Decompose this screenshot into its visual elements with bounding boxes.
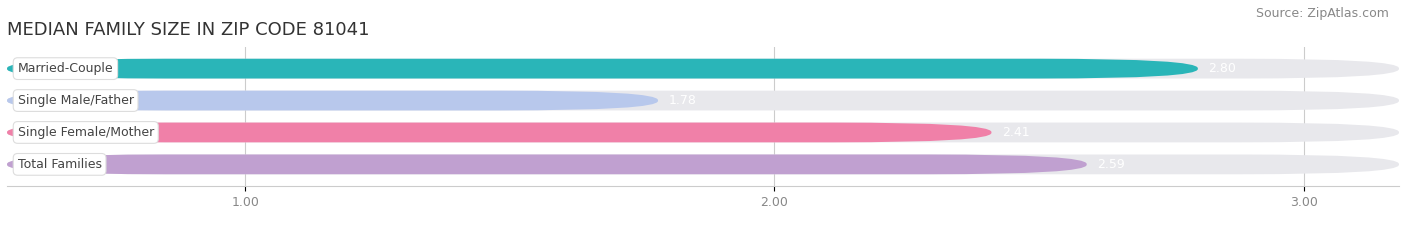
FancyBboxPatch shape [7,91,1399,110]
Text: Source: ZipAtlas.com: Source: ZipAtlas.com [1256,7,1389,20]
FancyBboxPatch shape [7,59,1399,79]
Text: Single Female/Mother: Single Female/Mother [18,126,153,139]
Text: Single Male/Father: Single Male/Father [18,94,134,107]
FancyBboxPatch shape [7,123,991,142]
Text: 2.59: 2.59 [1097,158,1125,171]
Text: 1.78: 1.78 [669,94,696,107]
FancyBboxPatch shape [7,91,658,110]
FancyBboxPatch shape [7,154,1087,174]
Text: 2.41: 2.41 [1002,126,1029,139]
Text: MEDIAN FAMILY SIZE IN ZIP CODE 81041: MEDIAN FAMILY SIZE IN ZIP CODE 81041 [7,21,370,39]
FancyBboxPatch shape [7,123,1399,142]
FancyBboxPatch shape [7,154,1399,174]
Text: 2.80: 2.80 [1208,62,1236,75]
Text: Total Families: Total Families [18,158,101,171]
FancyBboxPatch shape [7,59,1198,79]
Text: Married-Couple: Married-Couple [18,62,114,75]
